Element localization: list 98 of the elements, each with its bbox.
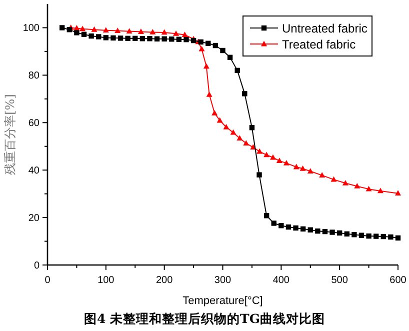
y-tick-label: 0 xyxy=(34,260,40,272)
y-tick-label: 40 xyxy=(28,166,40,177)
point xyxy=(216,117,223,123)
point xyxy=(176,36,182,42)
point xyxy=(154,36,160,42)
point xyxy=(223,124,230,130)
point xyxy=(344,231,350,237)
point xyxy=(358,232,364,238)
point xyxy=(227,54,233,60)
x-tick-label: 300 xyxy=(214,275,232,286)
point xyxy=(264,152,270,158)
point xyxy=(330,176,337,182)
x-tick-label: 200 xyxy=(156,275,174,286)
point xyxy=(125,36,130,42)
point xyxy=(91,26,98,32)
point xyxy=(66,27,72,32)
point xyxy=(278,223,284,228)
point xyxy=(184,36,189,42)
x-tick-label: 400 xyxy=(272,275,290,286)
point xyxy=(126,28,132,34)
point xyxy=(352,232,357,238)
point xyxy=(74,30,80,36)
point xyxy=(395,190,401,196)
x-tick-label: 600 xyxy=(390,275,407,286)
point xyxy=(230,129,236,135)
point xyxy=(249,125,255,130)
caption: 图4 未整理和整理后织物的TG曲线对比图 xyxy=(84,311,326,326)
point xyxy=(114,28,121,34)
legend-label: Untreated fabric xyxy=(282,22,368,36)
x-tick-label: 100 xyxy=(98,275,115,286)
y-tick-label: 80 xyxy=(28,70,40,82)
point xyxy=(366,233,372,239)
point xyxy=(212,42,218,48)
point xyxy=(60,25,65,30)
point xyxy=(395,235,401,241)
point xyxy=(342,180,348,186)
point xyxy=(256,172,262,178)
point xyxy=(102,27,109,33)
y-tick-label: 100 xyxy=(22,23,40,34)
y-axis-title: 残重百分率[%] xyxy=(3,94,17,175)
y-tick-label: 60 xyxy=(28,118,40,130)
point xyxy=(161,29,168,35)
point xyxy=(234,68,240,74)
point xyxy=(162,36,167,42)
point xyxy=(354,183,360,188)
point xyxy=(206,91,212,97)
point xyxy=(300,226,306,232)
point xyxy=(147,36,152,42)
point xyxy=(81,32,87,37)
point xyxy=(293,225,298,231)
point xyxy=(319,172,326,178)
point xyxy=(96,34,102,40)
x-tick-label: 0 xyxy=(44,275,51,286)
x-tick-label: 500 xyxy=(331,275,348,286)
point xyxy=(380,234,386,240)
point xyxy=(182,32,188,38)
legend-label: Treated fabric xyxy=(282,38,356,52)
point xyxy=(169,36,174,42)
point xyxy=(315,228,320,234)
point xyxy=(236,135,243,140)
point xyxy=(276,158,282,164)
y-tick-label: 20 xyxy=(28,213,40,224)
point xyxy=(203,63,210,69)
point xyxy=(80,26,86,32)
point xyxy=(256,148,263,154)
point xyxy=(103,35,109,40)
point xyxy=(110,35,116,41)
point xyxy=(198,46,205,52)
point xyxy=(336,230,342,236)
point xyxy=(264,213,270,218)
point xyxy=(206,40,211,46)
point xyxy=(293,164,300,170)
point xyxy=(270,154,276,160)
point xyxy=(283,160,290,166)
point xyxy=(243,140,250,146)
point xyxy=(212,110,218,116)
point xyxy=(308,227,313,232)
point xyxy=(173,30,180,36)
point xyxy=(140,36,146,42)
point xyxy=(366,186,372,192)
point xyxy=(330,230,335,235)
point xyxy=(300,165,306,171)
point xyxy=(150,29,156,34)
point xyxy=(307,168,314,174)
point xyxy=(322,228,328,234)
point xyxy=(220,48,226,54)
point xyxy=(271,220,276,226)
point xyxy=(388,234,394,240)
point xyxy=(377,188,384,194)
point xyxy=(198,39,204,45)
point xyxy=(373,234,379,239)
x-axis-title: Temperature[°C] xyxy=(182,295,263,307)
point xyxy=(132,36,138,42)
point xyxy=(138,28,144,34)
point xyxy=(286,224,292,230)
point xyxy=(118,36,124,41)
point xyxy=(88,33,94,39)
point xyxy=(242,91,248,96)
